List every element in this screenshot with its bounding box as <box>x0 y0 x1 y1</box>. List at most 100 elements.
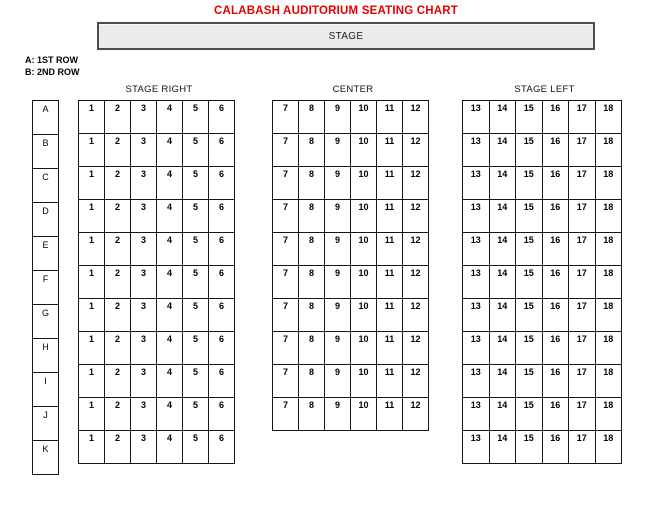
seat-cell: 3 <box>130 232 157 266</box>
seat-cell: 18 <box>594 265 622 299</box>
seat-cell: 7 <box>272 265 299 299</box>
seat-cell: 8 <box>298 232 325 266</box>
seat-cell: 14 <box>488 199 516 233</box>
seat-cell: 6 <box>208 232 235 266</box>
seat-cell: 18 <box>594 331 622 365</box>
seat-row: 7 8 9 10 11 12 <box>272 199 429 233</box>
seat-cell: 16 <box>541 199 569 233</box>
seat-cell: 17 <box>568 265 596 299</box>
seat-cell: 11 <box>376 199 403 233</box>
seat-row: 7 8 9 10 11 12 <box>272 364 429 398</box>
seat-cell: 8 <box>298 298 325 332</box>
row-label-cell: G <box>32 304 59 339</box>
seat-cell: 11 <box>376 133 403 167</box>
seat-cell: 3 <box>130 364 157 398</box>
seat-cell: 9 <box>324 166 351 200</box>
seat-cell: 7 <box>272 232 299 266</box>
seat-cell: 8 <box>298 364 325 398</box>
seat-cell: 12 <box>402 265 429 299</box>
seat-cell: 9 <box>324 133 351 167</box>
seat-cell: 14 <box>488 298 516 332</box>
seat-cell: 7 <box>272 199 299 233</box>
seat-cell: 5 <box>182 430 209 464</box>
row-label-cell: K <box>32 440 59 475</box>
seat-cell: 13 <box>462 199 490 233</box>
seat-cell: 12 <box>402 133 429 167</box>
seat-cell: 16 <box>541 133 569 167</box>
seat-cell: 14 <box>488 265 516 299</box>
seat-cell: 14 <box>488 397 516 431</box>
seat-cell: 10 <box>350 133 377 167</box>
seat-cell: 3 <box>130 265 157 299</box>
seat-cell: 17 <box>568 430 596 464</box>
seat-cell: 18 <box>594 364 622 398</box>
seat-cell: 2 <box>104 265 131 299</box>
row-label-cell: I <box>32 372 59 407</box>
seat-cell: 13 <box>462 166 490 200</box>
seat-row: 13 14 15 16 17 18 <box>462 199 622 233</box>
seat-row: 13 14 15 16 17 18 <box>462 232 622 266</box>
seat-cell: 13 <box>462 265 490 299</box>
stage-label: STAGE <box>328 30 364 42</box>
seat-cell: 3 <box>130 166 157 200</box>
seat-row: 13 14 15 16 17 18 <box>462 397 622 431</box>
seat-cell: 9 <box>324 364 351 398</box>
seat-cell: 11 <box>376 397 403 431</box>
seat-grid-stage-left: 13 14 15 16 17 18 13 14 15 16 17 18 13 14 15 16 17 18 13 14… <box>462 100 622 464</box>
seat-cell: 2 <box>104 100 131 134</box>
seat-cell: 16 <box>541 397 569 431</box>
seat-cell: 3 <box>130 100 157 134</box>
seat-cell: 4 <box>156 364 183 398</box>
seat-cell: 10 <box>350 364 377 398</box>
seat-cell: 4 <box>156 397 183 431</box>
seat-cell: 5 <box>182 232 209 266</box>
seat-cell: 17 <box>568 232 596 266</box>
section-center: CENTER 7 8 9 10 11 12 7 8 9 10 11 12 7 8 9 10 11 12 7 8 9 10 1… <box>272 84 434 431</box>
seat-cell: 3 <box>130 430 157 464</box>
seat-cell: 9 <box>324 265 351 299</box>
seat-cell: 7 <box>272 298 299 332</box>
seat-cell: 9 <box>324 331 351 365</box>
seat-cell: 8 <box>298 166 325 200</box>
seat-cell: 16 <box>541 364 569 398</box>
seat-cell: 1 <box>78 265 105 299</box>
seat-row: 7 8 9 10 11 12 <box>272 133 429 167</box>
seat-cell: 5 <box>182 133 209 167</box>
seat-cell: 10 <box>350 298 377 332</box>
seat-cell: 9 <box>324 298 351 332</box>
seat-cell: 11 <box>376 232 403 266</box>
seat-cell: 10 <box>350 199 377 233</box>
seat-cell: 16 <box>541 298 569 332</box>
seat-cell: 5 <box>182 364 209 398</box>
seat-cell: 15 <box>515 199 543 233</box>
seat-cell: 13 <box>462 100 490 134</box>
seat-cell: 13 <box>462 397 490 431</box>
row-label-cell: D <box>32 202 59 237</box>
seat-cell: 1 <box>78 133 105 167</box>
page-title: CALABASH AUDITORIUM SEATING CHART <box>213 5 459 17</box>
row-label-cell: H <box>32 338 59 373</box>
seat-row: 7 8 9 10 11 12 <box>272 265 429 299</box>
seat-cell: 6 <box>208 298 235 332</box>
seat-cell: 2 <box>104 199 131 233</box>
seat-cell: 15 <box>515 430 543 464</box>
seat-row: 13 14 15 16 17 18 <box>462 133 622 167</box>
seat-cell: 14 <box>488 100 516 134</box>
seat-cell: 6 <box>208 265 235 299</box>
seat-cell: 14 <box>488 133 516 167</box>
seat-cell: 3 <box>130 298 157 332</box>
row-label-cell: A <box>32 100 59 135</box>
seat-cell: 8 <box>298 331 325 365</box>
seat-cell: 7 <box>272 397 299 431</box>
seat-cell: 5 <box>182 331 209 365</box>
seat-cell: 5 <box>182 166 209 200</box>
seat-cell: 11 <box>376 331 403 365</box>
section-stage-left: STAGE LEFT 13 14 15 16 17 18 13 14 15 16 17 18 13 14 1… <box>462 84 627 464</box>
seat-cell: 6 <box>208 430 235 464</box>
